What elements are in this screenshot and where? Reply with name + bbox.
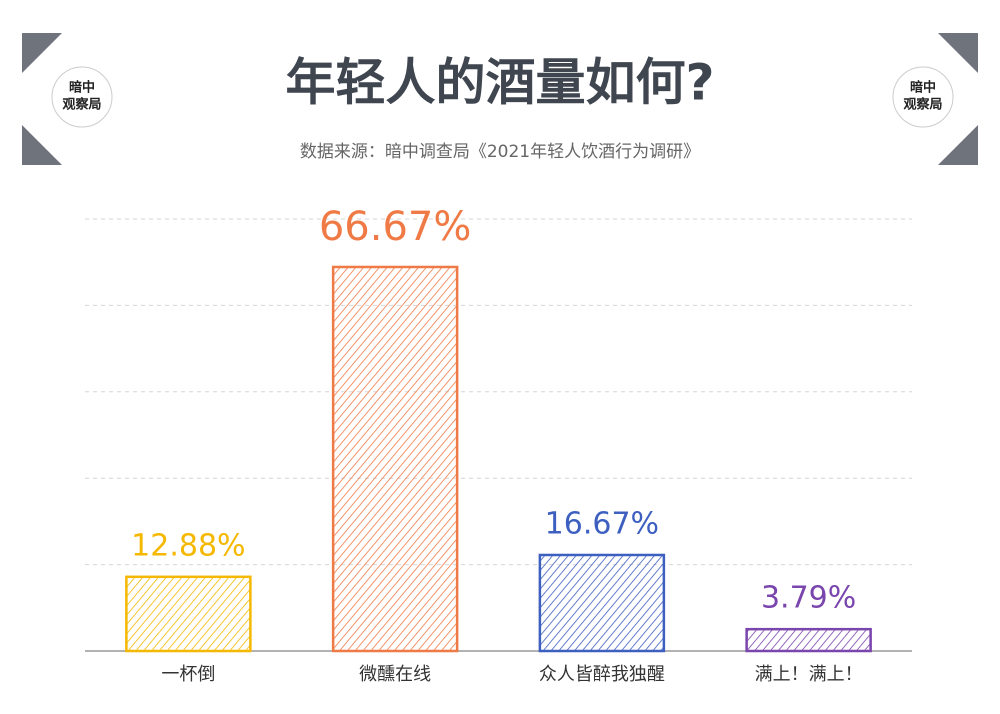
frame-corners (22, 33, 978, 165)
value-label: 66.67% (319, 204, 472, 250)
value-label: 12.88% (131, 528, 245, 563)
logo-text: 暗中 (69, 80, 95, 96)
bar (331, 265, 459, 653)
logo-text: 暗中 (910, 80, 936, 96)
x-tick-label: 一杯倒 (161, 664, 215, 685)
logo-text: 观察局 (62, 97, 101, 113)
x-tick-label: 众人皆醉我独醒 (539, 664, 665, 685)
chart-title: 年轻人的酒量如何? (285, 54, 714, 112)
bar (745, 627, 872, 653)
value-label: 3.79% (761, 581, 856, 616)
bar (125, 575, 252, 653)
logo-text: 观察局 (903, 97, 942, 113)
chart-subtitle: 数据来源：暗中调查局《2021年轻人饮酒行为调研》 (300, 142, 700, 162)
bar (538, 553, 666, 653)
x-tick-label: 微醺在线 (359, 664, 431, 685)
value-label: 16.67% (545, 506, 659, 541)
logo-right: 暗中 观察局 (892, 66, 954, 128)
x-tick-label: 满上！满上！ (755, 664, 863, 685)
logo-left: 暗中 观察局 (51, 66, 113, 128)
